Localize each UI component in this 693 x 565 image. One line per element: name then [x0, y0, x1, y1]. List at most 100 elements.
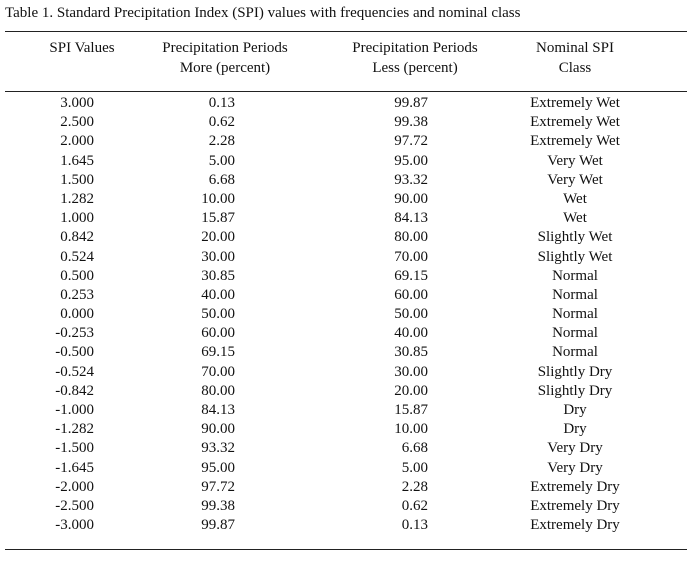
nominal-class: Extremely Dry — [530, 497, 620, 514]
less-percent: 30.85 — [394, 344, 428, 361]
spi-value: 2.000 — [60, 133, 94, 150]
table-row: 1.282 10.00 90.00 Wet — [0, 190, 693, 209]
spi-value: 1.645 — [60, 152, 94, 169]
spi-value: 1.282 — [60, 190, 94, 207]
more-percent: 20.00 — [201, 229, 235, 246]
table-row: 1.000 15.87 84.13 Wet — [0, 209, 693, 228]
table-row: 1.500 6.68 93.32 Very Wet — [0, 171, 693, 190]
more-percent: 2.28 — [208, 133, 235, 150]
more-percent: 15.87 — [201, 210, 235, 227]
table-row: -0.524 70.00 30.00 Slightly Dry — [0, 363, 693, 382]
table-row: 0.000 50.00 50.00 Normal — [0, 305, 693, 324]
less-percent: 80.00 — [394, 229, 428, 246]
more-percent: 0.13 — [208, 95, 235, 111]
spi-value: 2.500 — [60, 114, 94, 131]
nominal-class: Wet — [563, 210, 587, 227]
less-percent: 84.13 — [394, 210, 428, 227]
less-percent: 2.28 — [401, 478, 428, 495]
nominal-class: Extremely Wet — [530, 114, 620, 131]
nominal-class: Very Wet — [547, 171, 603, 188]
spi-value: -0.524 — [55, 363, 94, 380]
less-percent: 60.00 — [394, 286, 428, 303]
more-percent: 5.00 — [208, 152, 235, 169]
header-less-line-2: Less (percent) — [372, 60, 458, 76]
nominal-class: Slightly Dry — [537, 363, 613, 380]
more-percent: 70.00 — [201, 363, 235, 380]
more-percent: 60.00 — [201, 325, 235, 342]
table-row: -0.842 80.00 20.00 Slightly Dry — [0, 382, 693, 401]
less-percent: 5.00 — [401, 459, 428, 476]
nominal-class: Wet — [563, 190, 587, 207]
more-percent: 95.00 — [201, 459, 235, 476]
spi-value: -1.282 — [55, 421, 94, 438]
less-percent: 30.00 — [394, 363, 428, 380]
spi-value: -0.253 — [55, 325, 94, 342]
less-percent: 99.87 — [394, 95, 428, 111]
nominal-class: Very Dry — [547, 459, 603, 476]
less-percent: 70.00 — [394, 248, 428, 265]
spi-value: 1.500 — [60, 171, 94, 188]
table-row: -0.253 60.00 40.00 Normal — [0, 324, 693, 343]
top-rule — [5, 31, 687, 32]
spi-value: 0.500 — [60, 267, 94, 284]
less-percent: 6.68 — [401, 440, 428, 457]
more-percent: 90.00 — [201, 421, 235, 438]
header-spi-line-1: SPI Values — [49, 40, 115, 56]
nominal-class: Very Dry — [547, 440, 603, 457]
nominal-class: Extremely Dry — [530, 478, 620, 495]
nominal-class: Extremely Wet — [530, 95, 620, 111]
more-percent: 10.00 — [201, 190, 235, 207]
spi-value: 0.842 — [60, 229, 94, 246]
table-row: 2.000 2.28 97.72 Extremely Wet — [0, 132, 693, 151]
nominal-class: Extremely Dry — [530, 517, 620, 534]
spi-value: 0.000 — [60, 306, 94, 323]
less-percent: 69.15 — [394, 267, 428, 284]
table-row: 1.645 5.00 95.00 Very Wet — [0, 152, 693, 171]
less-percent: 95.00 — [394, 152, 428, 169]
spi-value: -1.500 — [55, 440, 94, 457]
spi-value: 1.000 — [60, 210, 94, 227]
more-percent: 93.32 — [201, 440, 235, 457]
nominal-class: Extremely Wet — [530, 133, 620, 150]
spi-value: -2.000 — [55, 478, 94, 495]
more-percent: 40.00 — [201, 286, 235, 303]
more-percent: 84.13 — [201, 402, 235, 418]
less-percent: 50.00 — [394, 306, 428, 323]
nominal-class: Slightly Dry — [537, 382, 613, 399]
nominal-class: Dry — [563, 421, 587, 438]
more-percent: 99.87 — [201, 517, 235, 534]
nominal-class: Normal — [552, 306, 598, 323]
less-percent: 10.00 — [394, 421, 428, 438]
less-percent: 15.87 — [394, 402, 428, 418]
header-more-line-2: More (percent) — [179, 60, 271, 76]
table-row: 0.524 30.00 70.00 Slightly Wet — [0, 248, 693, 267]
table-row: -1.500 93.32 6.68 Very Dry — [0, 439, 693, 458]
table-row: -3.000 99.87 0.13 Extremely Dry — [0, 516, 693, 535]
nominal-class: Normal — [552, 267, 598, 284]
nominal-class: Normal — [552, 344, 598, 361]
more-percent: 97.72 — [201, 478, 235, 495]
header-less: Precipitation Periods Less (percent) — [340, 38, 490, 78]
more-percent: 80.00 — [201, 382, 235, 399]
more-percent: 99.38 — [201, 497, 235, 514]
table-body: 3.000 0.13 99.87 Extremely Wet 2.500 0.62 99.… — [0, 94, 693, 535]
header-class-line-1: Nominal SPI — [536, 40, 614, 56]
spi-value: -1.645 — [55, 459, 94, 476]
header-class-line-2: Class — [558, 60, 592, 76]
less-percent: 99.38 — [394, 114, 428, 131]
table-row: 0.500 30.85 69.15 Normal — [0, 267, 693, 286]
nominal-class: Very Wet — [547, 152, 603, 169]
table-row: -1.282 90.00 10.00 Dry — [0, 420, 693, 439]
header-less-line-1: Precipitation Periods — [352, 40, 478, 56]
spi-value: 0.253 — [60, 286, 94, 303]
less-percent: 90.00 — [394, 190, 428, 207]
spi-value: -1.000 — [55, 402, 94, 418]
table-row: -1.000 84.13 15.87 Dry — [0, 401, 693, 420]
more-percent: 6.68 — [208, 171, 235, 188]
table-row: 0.842 20.00 80.00 Slightly Wet — [0, 228, 693, 247]
nominal-class: Slightly Wet — [537, 229, 613, 246]
nominal-class: Dry — [563, 402, 587, 418]
header-more: Precipitation Periods More (percent) — [150, 38, 300, 78]
more-percent: 69.15 — [201, 344, 235, 361]
nominal-class: Normal — [552, 325, 598, 342]
